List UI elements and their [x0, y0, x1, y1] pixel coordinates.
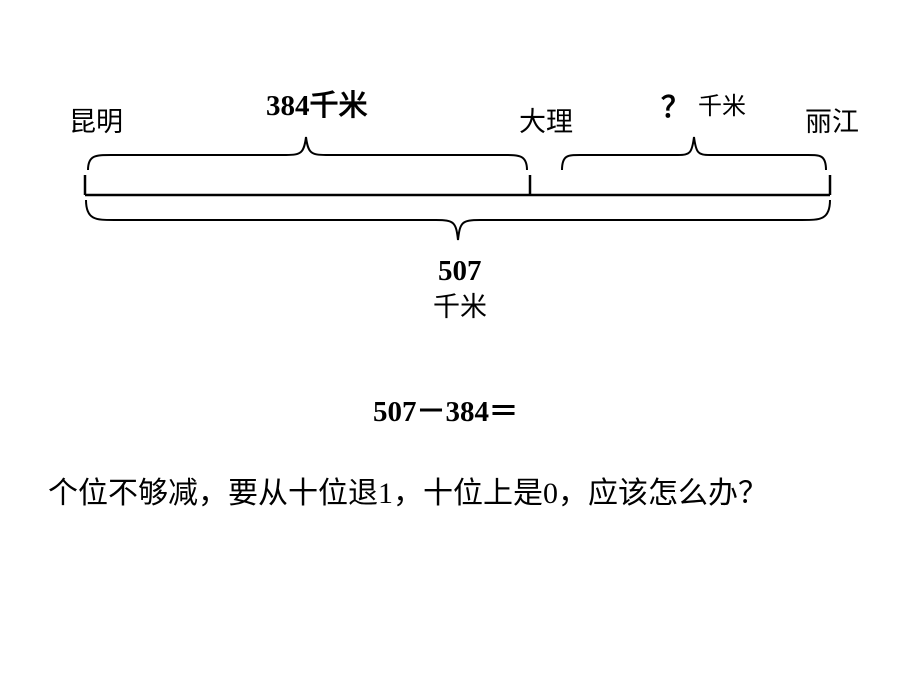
distance-left-label: 384千米	[266, 88, 368, 126]
total-value: 507	[438, 253, 482, 291]
brace-top-left	[86, 125, 529, 175]
brace-top-right	[560, 125, 830, 175]
question-unit: 千米	[698, 92, 746, 123]
brace-bottom	[84, 198, 834, 258]
hint-question: 个位不够减，要从十位退1，十位上是0，应该怎么办？	[48, 468, 888, 512]
question-mark: ？	[661, 90, 690, 128]
equation: 507－384＝	[373, 388, 518, 430]
total-unit: 千米	[433, 290, 487, 325]
